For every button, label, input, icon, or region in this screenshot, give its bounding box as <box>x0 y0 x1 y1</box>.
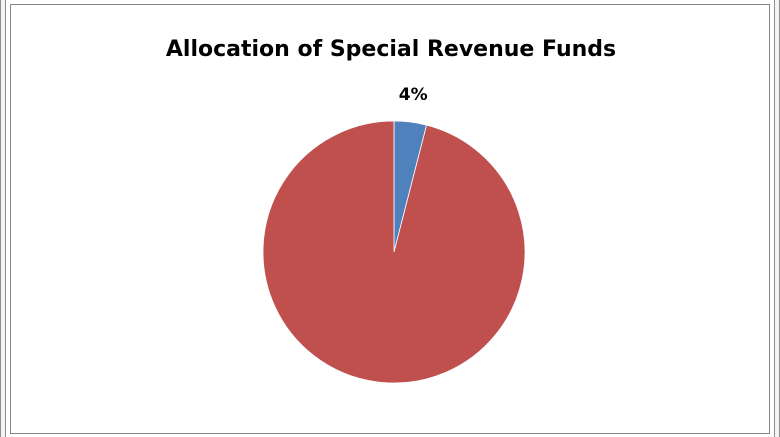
chart-title: Allocation of Special Revenue Funds <box>165 37 617 62</box>
pie-data-label-0: 4% <box>399 85 428 105</box>
left-frame-edge <box>0 0 6 437</box>
right-frame-edge <box>774 0 780 437</box>
chart-area: Allocation of Special Revenue Funds 4% <box>10 4 770 434</box>
pie-slice-1 <box>262 120 526 384</box>
pie-chart: 4% <box>262 85 526 384</box>
